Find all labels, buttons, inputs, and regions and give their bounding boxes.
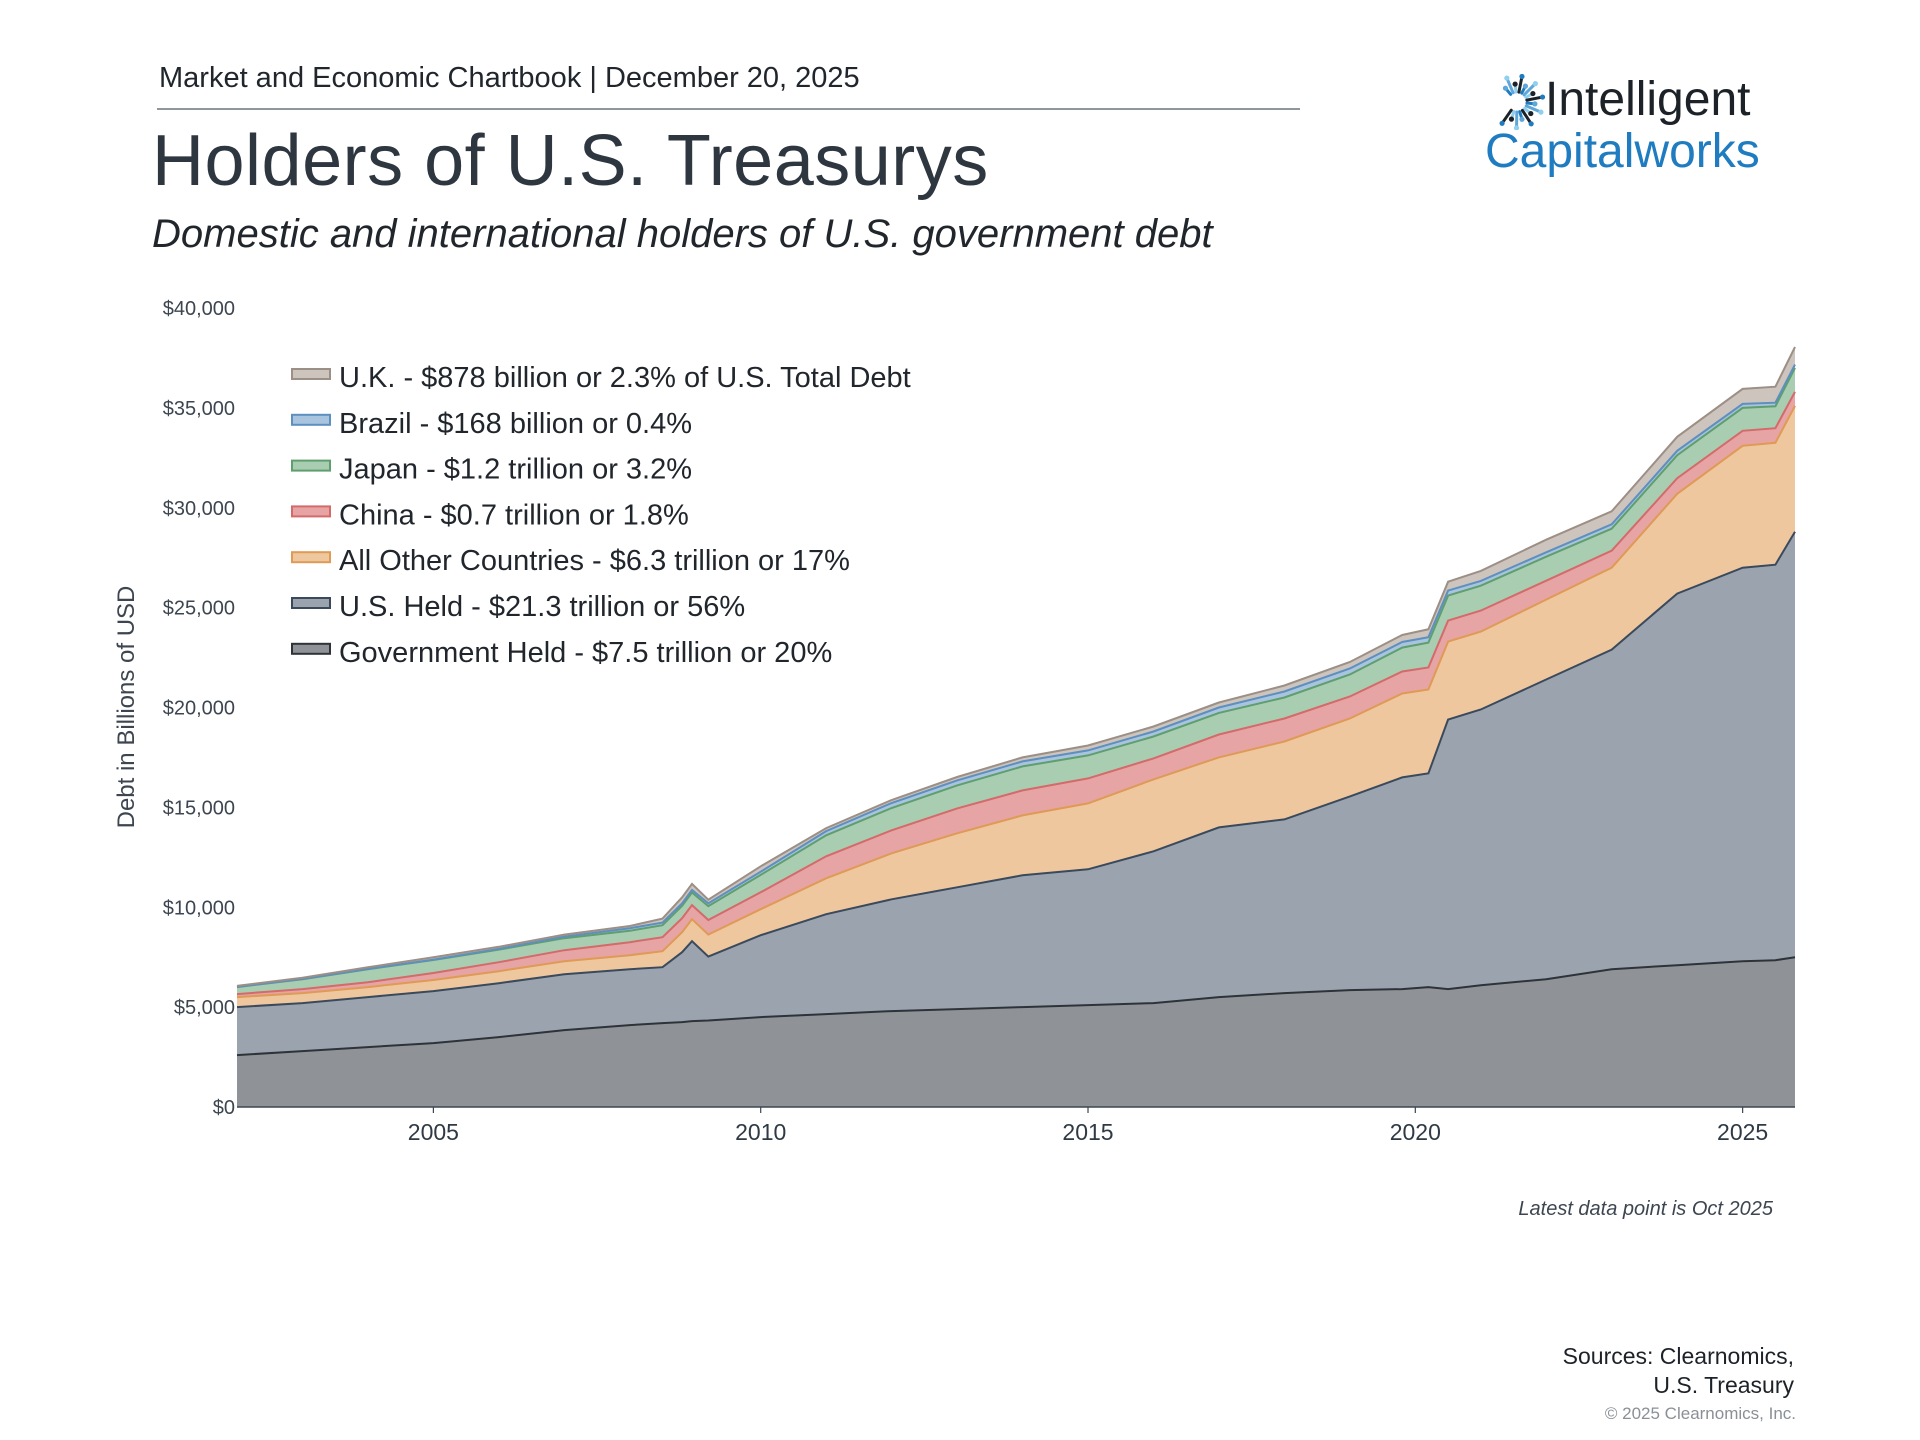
legend-label: All Other Countries - $6.3 trillion or 1… bbox=[339, 545, 850, 577]
sources-line-2: U.S. Treasury bbox=[1653, 1372, 1794, 1398]
x-tick-label: 2010 bbox=[735, 1119, 786, 1145]
header-divider bbox=[157, 108, 1300, 110]
legend-swatch bbox=[291, 642, 331, 655]
x-tick-label: 2020 bbox=[1390, 1119, 1441, 1145]
legend-label: China - $0.7 trillion or 1.8% bbox=[339, 499, 689, 531]
page-subtitle: Domestic and international holders of U.… bbox=[152, 212, 1213, 256]
legend-label: U.K. - $878 billion or 2.3% of U.S. Tota… bbox=[339, 362, 911, 394]
legend-label: Government Held - $7.5 trillion or 20% bbox=[339, 637, 832, 669]
latest-data-note: Latest data point is Oct 2025 bbox=[1518, 1198, 1773, 1220]
y-tick-label: $20,000 bbox=[163, 698, 235, 720]
legend-item: China - $0.7 trillion or 1.8% bbox=[291, 499, 689, 531]
x-tick-label: 2005 bbox=[408, 1119, 459, 1145]
line-series-2 bbox=[236, 531, 1796, 1009]
x-tick-label: 2025 bbox=[1717, 1119, 1768, 1145]
line-series-6 bbox=[236, 364, 1796, 988]
line-series-5 bbox=[236, 367, 1796, 989]
legend-swatch bbox=[291, 459, 331, 472]
legend-label: U.S. Held - $21.3 trillion or 56% bbox=[339, 591, 745, 623]
legend-swatch bbox=[291, 413, 331, 426]
y-tick-label: $40,000 bbox=[163, 298, 235, 320]
y-tick-label: $10,000 bbox=[163, 897, 235, 919]
page-title: Holders of U.S. Treasurys bbox=[152, 121, 989, 201]
area-series-3 bbox=[237, 405, 1795, 1008]
y-tick-label: $0 bbox=[213, 1097, 235, 1119]
y-tick-label: $5,000 bbox=[174, 997, 235, 1019]
legend-swatch bbox=[291, 368, 331, 380]
legend-item: All Other Countries - $6.3 trillion or 1… bbox=[291, 545, 850, 577]
legend-label: Japan - $1.2 trillion or 3.2% bbox=[339, 454, 692, 486]
sources-line-1: Sources: Clearnomics, bbox=[1562, 1343, 1794, 1369]
copyright: © 2025 Clearnomics, Inc. bbox=[1604, 1404, 1796, 1423]
x-axis-ticks: 2005 2010 2015 2020 2025 bbox=[408, 1107, 1768, 1145]
series-lines bbox=[236, 346, 1796, 1057]
legend-item: Brazil - $168 billion or 0.4% bbox=[291, 408, 692, 440]
legend-item: U.S. Held - $21.3 trillion or 56% bbox=[291, 591, 745, 623]
y-tick-label: $15,000 bbox=[163, 797, 235, 819]
line-series-3 bbox=[236, 405, 1796, 999]
y-tick-label: $25,000 bbox=[163, 598, 235, 620]
area-layers bbox=[237, 347, 1795, 1107]
legend-label: Brazil - $168 billion or 0.4% bbox=[339, 408, 692, 440]
legend-item: U.K. - $878 billion or 2.3% of U.S. Tota… bbox=[291, 362, 911, 394]
logo-text-intelligent: Intelligent bbox=[1545, 73, 1751, 126]
line-series-4 bbox=[236, 391, 1796, 996]
y-tick-label: $30,000 bbox=[163, 498, 235, 520]
legend-item: Government Held - $7.5 trillion or 20% bbox=[291, 637, 832, 669]
y-tick-label: $35,000 bbox=[163, 398, 235, 420]
line-series-1 bbox=[236, 956, 1796, 1057]
legend-swatch bbox=[291, 597, 331, 609]
y-axis-ticks: $0 $5,000 $10,000 $15,000 $20,000 $25,000 $30,… bbox=[163, 298, 235, 1119]
sunburst-c-icon bbox=[1499, 74, 1545, 130]
brand-logo: Intelligent Capitalworks bbox=[1485, 72, 1785, 182]
y-axis-label: Debt in Billions of USD bbox=[113, 585, 140, 829]
legend-item: Japan - $1.2 trillion or 3.2% bbox=[291, 454, 692, 486]
legend-swatch bbox=[291, 505, 331, 518]
logo-text-capitalworks: Capitalworks bbox=[1485, 125, 1760, 178]
chartbook-label: Market and Economic Chartbook | December… bbox=[159, 62, 860, 94]
legend: U.K. - $878 billion or 2.3% of U.S. Tota… bbox=[291, 362, 911, 669]
area-series-2 bbox=[237, 531, 1795, 1056]
area-series-1 bbox=[237, 957, 1795, 1107]
legend-swatch bbox=[291, 551, 331, 564]
line-series-7 bbox=[236, 346, 1796, 987]
sources: Sources: Clearnomics, U.S. Treasury bbox=[1563, 1342, 1794, 1400]
x-tick-label: 2015 bbox=[1062, 1119, 1113, 1145]
